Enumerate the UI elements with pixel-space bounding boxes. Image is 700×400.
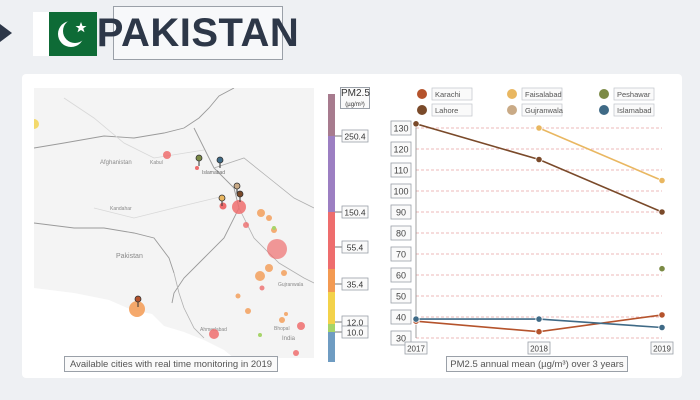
scale-tick-label: 10.0 xyxy=(347,328,364,338)
legend-label-karachi[interactable]: Karachi xyxy=(435,90,461,99)
scale-band xyxy=(328,269,335,292)
y-tick-label: 130 xyxy=(393,124,408,134)
legend-swatch xyxy=(507,105,517,115)
y-tick-box xyxy=(390,141,412,157)
nav-arrow-icon[interactable] xyxy=(0,24,12,42)
y-tick-label: 70 xyxy=(396,250,406,260)
legend-swatch xyxy=(599,89,609,99)
map-label-afghanistan: Afghanistan xyxy=(100,160,132,166)
legend-label-gujranwala[interactable]: Gujranwala xyxy=(525,106,564,115)
country-title: PAKISTAN xyxy=(96,10,300,55)
x-tick-box xyxy=(404,341,428,355)
y-tick-box xyxy=(390,225,412,241)
pm25-line-chart: 30 40 50 60 70 80 90 100 110 120 130 2017 2018 2019 Ka… xyxy=(390,87,674,355)
legend-swatch xyxy=(417,89,427,99)
map-caption: Available cities with real time monitori… xyxy=(64,356,278,372)
y-tick-box xyxy=(390,309,412,325)
y-tick-box xyxy=(390,204,412,220)
y-tick-label: 80 xyxy=(396,229,406,239)
scale-tick-label: 150.4 xyxy=(344,208,366,218)
legend-swatch xyxy=(599,105,609,115)
series-line-lahore xyxy=(415,123,663,213)
y-tick-box xyxy=(390,183,412,199)
city-map[interactable]: Afghanistan Kabul Islamabad Kandahar Pak… xyxy=(34,88,314,358)
y-tick-label: 60 xyxy=(396,271,406,281)
legend-label-lahore[interactable]: Lahore xyxy=(435,106,458,115)
x-tick-label: 2018 xyxy=(530,345,548,354)
data-point-lahore[interactable] xyxy=(412,120,420,128)
y-tick-box xyxy=(390,120,412,136)
legend-box xyxy=(431,103,473,117)
data-point-karachi[interactable] xyxy=(658,311,666,319)
data-point-islamabad[interactable] xyxy=(535,315,543,323)
scale-band xyxy=(328,324,335,332)
scale-tick-label: 250.4 xyxy=(344,132,366,142)
legend-swatch xyxy=(417,105,427,115)
y-tick-label: 90 xyxy=(396,208,406,218)
x-tick-box xyxy=(650,341,674,355)
scale-tick-box xyxy=(341,277,369,291)
data-point-islamabad[interactable] xyxy=(658,323,666,332)
y-tick-box xyxy=(390,330,412,346)
map-label-pakistan: Pakistan xyxy=(116,253,143,260)
x-tick-label: 2019 xyxy=(653,345,671,354)
chart-caption: PM2.5 annual mean (µg/m³) over 3 years xyxy=(446,356,628,372)
x-tick-label: 2017 xyxy=(407,345,425,354)
series-line-faisalabad xyxy=(538,127,663,182)
legend-label-peshawar[interactable]: Peshawar xyxy=(617,90,651,99)
scale-tick-box xyxy=(341,240,369,254)
map-label-gujranwala: Gujranwala xyxy=(278,282,304,288)
legend-box xyxy=(431,87,473,101)
scale-band xyxy=(328,94,335,136)
map-label-bhopal: Bhopal xyxy=(274,326,290,332)
scale-tick-box xyxy=(341,325,369,339)
legend-box xyxy=(613,103,655,117)
data-point-lahore[interactable] xyxy=(658,208,666,216)
data-point-lahore[interactable] xyxy=(535,155,543,164)
scale-tick-label: 55.4 xyxy=(347,243,364,253)
map-station-markers xyxy=(34,119,305,356)
scale-tick-label: 35.4 xyxy=(347,280,364,290)
scale-title: PM2.5 xyxy=(341,88,370,99)
pm25-color-scale: 250.4 150.4 55.4 35.4 12.010.0 xyxy=(328,94,369,362)
y-tick-label: 30 xyxy=(396,334,406,344)
scale-band xyxy=(328,136,335,212)
scale-band xyxy=(328,292,335,324)
legend-box xyxy=(521,103,563,117)
y-tick-box xyxy=(390,288,412,304)
map-label-kabul: Kabul xyxy=(150,160,163,166)
scale-tick-box xyxy=(341,129,369,143)
country-title-box: PAKISTAN xyxy=(97,6,299,60)
data-point-peshawar[interactable] xyxy=(658,265,666,273)
y-tick-label: 40 xyxy=(396,313,406,323)
data-point-karachi[interactable] xyxy=(535,328,543,336)
y-tick-label: 120 xyxy=(393,145,408,155)
map-label-india: India xyxy=(282,336,296,342)
scale-tick-box xyxy=(341,205,369,219)
data-point-faisalabad[interactable] xyxy=(658,176,666,185)
scale-title-box: PM2.5 (µg/m³) xyxy=(340,87,370,109)
scale-tick-label: 12.0 xyxy=(347,318,364,328)
y-tick-box xyxy=(390,162,412,178)
legend-swatch xyxy=(507,89,517,99)
x-tick-box xyxy=(527,341,551,355)
y-tick-box xyxy=(390,267,412,283)
scale-band xyxy=(328,212,335,269)
legend-label-faisalabad[interactable]: Faisalabad xyxy=(525,90,562,99)
scale-band xyxy=(328,332,335,362)
map-label-islamabad: Islamabad xyxy=(202,170,225,176)
scale-unit: (µg/m³) xyxy=(345,102,365,108)
data-point-faisalabad[interactable] xyxy=(535,124,543,132)
legend-label-islamabad[interactable]: Islamabad xyxy=(617,106,652,115)
y-tick-label: 100 xyxy=(393,187,408,197)
y-tick-label: 50 xyxy=(396,292,406,302)
map-label-kandahar: Kandahar xyxy=(110,206,132,212)
y-tick-label: 110 xyxy=(394,166,408,176)
legend-box xyxy=(521,87,563,101)
data-point-islamabad[interactable] xyxy=(412,315,420,323)
legend-box xyxy=(613,87,655,101)
map-city-pins[interactable] xyxy=(134,154,244,307)
pakistan-flag-icon xyxy=(33,12,97,56)
y-tick-box xyxy=(390,246,412,262)
